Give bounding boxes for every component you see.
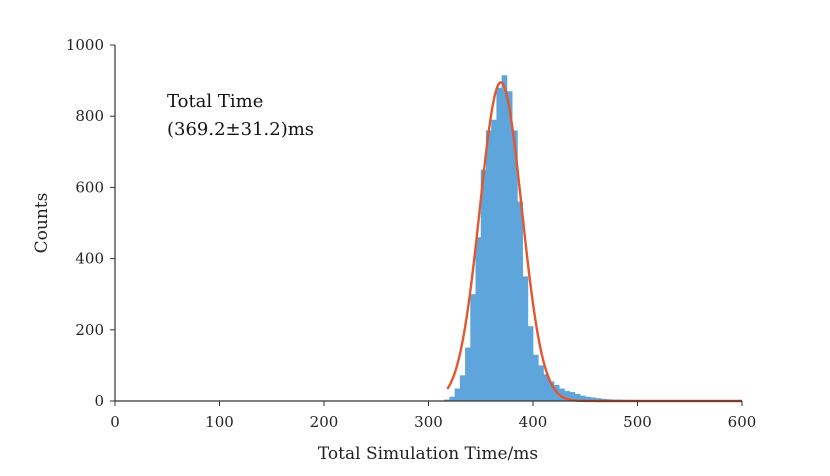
histogram-bar [496,87,503,401]
ticks: 0 100 200 300 400 500 600 0 200 400 600 800 1000 [66,36,757,431]
x-tick-label: 200 [310,413,339,431]
histogram-bar [543,374,550,401]
y-tick-label: 400 [75,250,104,268]
histogram-bar [454,388,461,401]
histogram-bar [444,399,450,401]
x-tick-label: 0 [110,413,120,431]
histogram-bar [517,201,523,401]
histogram-bar [595,398,602,401]
histogram-bar [548,381,555,401]
histogram-bar [522,276,529,401]
histogram-bar [580,395,586,401]
histogram-bar [501,75,508,401]
histogram-bar [538,365,544,401]
histogram-bar [512,130,518,401]
histogram-bar [559,388,565,401]
y-tick-label: 0 [94,392,104,410]
histogram-bar [449,396,456,401]
x-tick-label: 600 [728,413,757,431]
histogram-bar [459,375,466,401]
histogram-bar [465,347,471,401]
annotation-title: Total Time [167,91,263,112]
histogram-bar [590,397,597,401]
histogram-bar [585,396,591,401]
y-axis-label: Counts [32,193,52,254]
y-tick-label: 600 [75,178,104,196]
histogram-bar [480,169,487,401]
histogram-bar [574,393,581,401]
histogram-bar [506,91,513,401]
histogram-bars [444,75,638,401]
y-tick-label: 800 [75,107,104,125]
histogram-bar [527,326,534,401]
x-tick-label: 100 [205,413,234,431]
x-tick-label: 400 [519,413,548,431]
x-tick-label: 300 [414,413,443,431]
histogram-bar [564,391,570,401]
histogram-bar [475,237,482,401]
annotation-value: (369.2±31.2)ms [167,119,314,140]
histogram-bar [491,119,497,401]
histogram-bar [569,392,576,401]
x-axis-label: Total Simulation Time/ms [318,444,538,464]
histogram-bar [485,130,492,401]
histogram-bar [470,294,476,401]
histogram-bar [533,354,539,401]
y-tick-label: 200 [75,321,104,339]
x-tick-label: 500 [623,413,652,431]
y-tick-label: 1000 [66,36,104,54]
